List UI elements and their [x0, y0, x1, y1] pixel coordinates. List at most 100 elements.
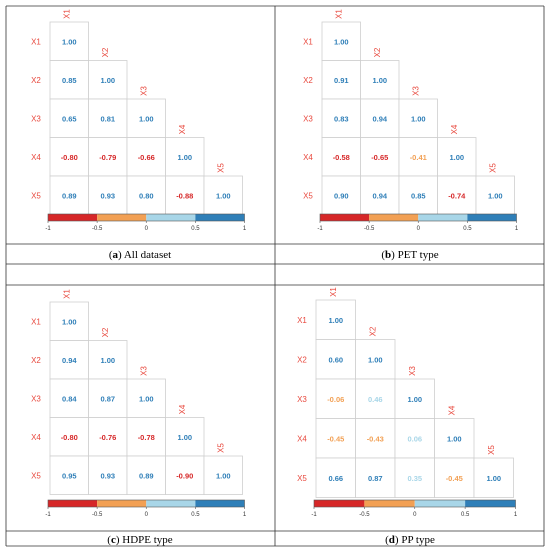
- colorbar-segment: [414, 500, 466, 507]
- correlation-value: 0.94: [372, 191, 387, 200]
- row-label: X2: [31, 76, 41, 85]
- correlation-value: 1.00: [411, 114, 426, 123]
- matrix-cell: [321, 98, 361, 138]
- matrix-cell: [203, 455, 243, 495]
- row-label: X5: [31, 471, 41, 480]
- row-label: X2: [297, 355, 307, 364]
- panel-caption: (d) PP type: [385, 534, 435, 546]
- matrix-cell: [315, 299, 356, 340]
- colorbar-segment: [97, 500, 147, 507]
- matrix-cell: [126, 175, 166, 215]
- matrix-cell: [473, 457, 514, 498]
- row-label: X3: [297, 395, 307, 404]
- colorbar-segment: [364, 500, 415, 507]
- correlation-value: 1.00: [407, 395, 422, 404]
- row-label: X5: [297, 474, 307, 483]
- matrix-cell: [321, 21, 361, 61]
- correlation-value: 1.00: [372, 76, 387, 85]
- colorbar-segment: [48, 214, 98, 221]
- correlation-value: 1.00: [486, 474, 501, 483]
- correlation-value: 0.94: [372, 114, 387, 123]
- correlation-value: -0.43: [367, 434, 384, 443]
- column-label: X3: [139, 366, 148, 376]
- matrix-cell: [126, 98, 166, 138]
- row-label: X4: [31, 153, 41, 162]
- column-label: X5: [488, 163, 497, 173]
- matrix-cell: [434, 418, 475, 459]
- matrix-cell: [126, 137, 166, 177]
- correlation-value: 0.84: [62, 394, 77, 403]
- matrix-cell: [355, 339, 396, 380]
- colorbar-tick-label: 0.5: [461, 512, 470, 518]
- correlation-value: 0.81: [100, 114, 115, 123]
- column-label: X5: [487, 445, 496, 455]
- colorbar-tick-label: 0: [417, 226, 421, 232]
- correlation-value: 0.60: [328, 355, 343, 364]
- matrix-cell: [315, 378, 356, 419]
- matrix-cell: [434, 457, 475, 498]
- correlation-panel-a: 1.00 0.85 1.00 0.65 0.81 1.00 -0.80 -0.79 -0.66 1…: [31, 9, 247, 261]
- correlation-value: -0.90: [176, 471, 193, 480]
- colorbar-tick-label: 0: [413, 512, 417, 518]
- matrix-cell: [360, 137, 400, 177]
- column-label: X3: [411, 86, 420, 96]
- correlation-value: 0.46: [368, 395, 383, 404]
- colorbar-tick-label: 0.5: [191, 226, 200, 232]
- correlation-value: 0.85: [411, 191, 426, 200]
- correlation-value: 0.35: [407, 474, 422, 483]
- matrix-cell: [126, 378, 166, 418]
- caption-text: PP type: [399, 534, 435, 546]
- row-label: X4: [31, 433, 41, 442]
- column-label: X2: [368, 326, 377, 336]
- caption-text: HDPE type: [120, 534, 173, 546]
- correlation-value: 0.80: [139, 191, 154, 200]
- matrix-cell: [315, 339, 356, 380]
- colorbar-segment: [146, 500, 196, 507]
- correlation-value: 1.00: [177, 433, 192, 442]
- caption-text: All dataset: [122, 249, 172, 261]
- correlation-value: 0.66: [328, 474, 343, 483]
- caption-close-paren: ): [118, 249, 122, 261]
- caption-open-paren: (: [381, 249, 385, 261]
- colorbar-tick-label: -0.5: [364, 226, 375, 232]
- matrix-cell: [126, 417, 166, 457]
- column-label: X2: [373, 47, 382, 57]
- correlation-value: 1.00: [449, 153, 464, 162]
- row-label: X1: [303, 37, 313, 46]
- row-label: X1: [31, 37, 41, 46]
- column-label: X1: [334, 9, 343, 19]
- row-label: X3: [303, 114, 313, 123]
- colorbar-tick-label: -0.5: [92, 512, 103, 518]
- correlation-value: 0.89: [139, 471, 154, 480]
- matrix-cell: [321, 175, 361, 215]
- column-label: X4: [178, 404, 187, 414]
- correlation-value: -0.74: [448, 191, 466, 200]
- correlation-value: 0.93: [100, 191, 115, 200]
- correlation-value: 0.85: [62, 76, 77, 85]
- correlation-value: -0.45: [446, 474, 463, 483]
- column-label: X3: [408, 366, 417, 376]
- correlation-value: -0.06: [327, 395, 344, 404]
- correlation-value: 0.95: [62, 471, 77, 480]
- correlation-value: 0.93: [100, 471, 115, 480]
- row-label: X4: [297, 434, 307, 443]
- caption-open-paren: (: [107, 534, 111, 546]
- colorbar-tick-label: -1: [317, 226, 323, 232]
- column-label: X3: [139, 86, 148, 96]
- row-label: X5: [303, 191, 313, 200]
- column-label: X1: [329, 287, 338, 297]
- matrix-cell: [88, 378, 128, 418]
- matrix-cell: [49, 175, 89, 215]
- correlation-value: 0.87: [100, 394, 115, 403]
- correlation-panel-c: 1.00 0.94 1.00 0.84 0.87 1.00 -0.80 -0.76 -0.78 1…: [31, 289, 247, 546]
- column-label: X1: [62, 9, 71, 19]
- colorbar-tick-label: -1: [45, 512, 51, 518]
- correlation-value: 0.83: [334, 114, 349, 123]
- colorbar-tick-label: -0.5: [92, 226, 103, 232]
- correlation-panel-d: 1.00 0.60 1.00 -0.06 0.46 1.00 -0.45 -0.43 0.06 1…: [297, 287, 518, 546]
- correlation-value: -0.78: [138, 433, 155, 442]
- correlation-value: 1.00: [100, 356, 115, 365]
- correlation-value: -0.79: [99, 153, 116, 162]
- colorbar-tick-label: -1: [311, 512, 317, 518]
- correlation-value: 0.06: [407, 434, 422, 443]
